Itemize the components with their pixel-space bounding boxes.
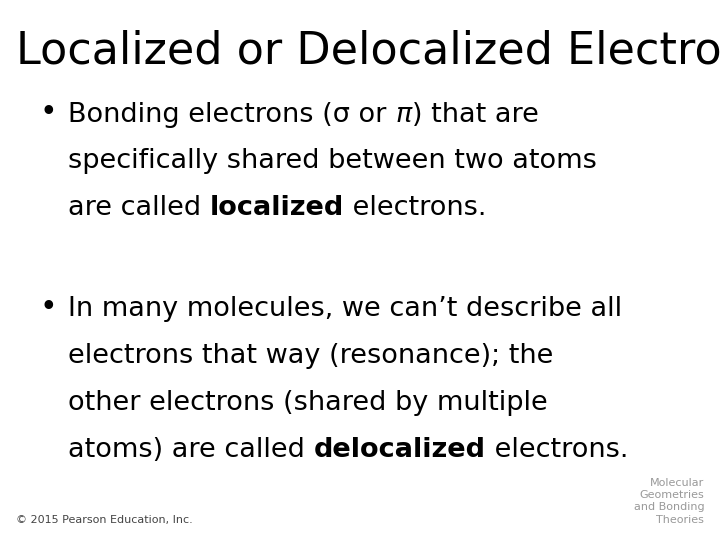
Text: other electrons (shared by multiple: other electrons (shared by multiple [68,390,548,416]
Text: localized: localized [210,195,344,221]
Text: •: • [40,293,57,322]
Text: ) that are: ) that are [412,102,539,127]
Text: Bonding electrons (σ or: Bonding electrons (σ or [68,102,395,127]
Text: electrons.: electrons. [344,195,487,221]
Text: Molecular
Geometries
and Bonding
Theories: Molecular Geometries and Bonding Theorie… [634,478,704,525]
Text: © 2015 Pearson Education, Inc.: © 2015 Pearson Education, Inc. [16,515,192,525]
Text: electrons.: electrons. [486,437,629,463]
Text: In many molecules, we can’t describe all: In many molecules, we can’t describe all [68,296,623,322]
Text: •: • [40,98,57,127]
Text: specifically shared between two atoms: specifically shared between two atoms [68,148,598,174]
Text: Localized or Delocalized Electrons: Localized or Delocalized Electrons [16,30,720,73]
Text: are called: are called [68,195,210,221]
Text: atoms) are called: atoms) are called [68,437,314,463]
Text: delocalized: delocalized [314,437,486,463]
Text: electrons that way (resonance); the: electrons that way (resonance); the [68,343,554,369]
Text: π: π [395,102,412,127]
